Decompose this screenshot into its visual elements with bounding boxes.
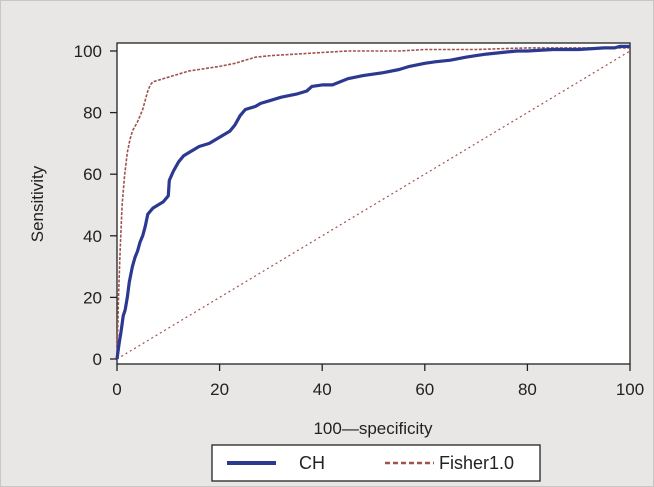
series-line-ch — [115, 44, 630, 360]
x-tick-label: 100 — [616, 380, 644, 399]
series-lines — [115, 44, 631, 360]
series-line-fisher1-0 — [116, 47, 630, 360]
x-axis-label: 100—specificity — [313, 419, 433, 438]
ticks: 0 20 40 60 80 100 0 20 40 60 80 100 — [74, 42, 645, 399]
y-tick-label: 80 — [83, 104, 102, 123]
y-tick-label: 20 — [83, 288, 102, 307]
plot-area — [116, 42, 631, 365]
legend-label-fisher: Fisher1.0 — [439, 453, 514, 473]
x-tick-label: 60 — [415, 380, 434, 399]
y-tick-label: 0 — [93, 350, 102, 369]
y-tick-label: 60 — [83, 165, 102, 184]
legend: CH Fisher1.0 — [211, 444, 541, 482]
x-tick-label: 80 — [518, 380, 537, 399]
y-tick-label: 100 — [74, 42, 102, 61]
x-tick-label: 0 — [112, 380, 121, 399]
x-tick-label: 40 — [313, 380, 332, 399]
y-axis-label: Sensitivity — [28, 165, 47, 242]
x-tick-label: 20 — [210, 380, 229, 399]
y-tick-label: 40 — [83, 227, 102, 246]
legend-label-ch: CH — [299, 453, 325, 473]
